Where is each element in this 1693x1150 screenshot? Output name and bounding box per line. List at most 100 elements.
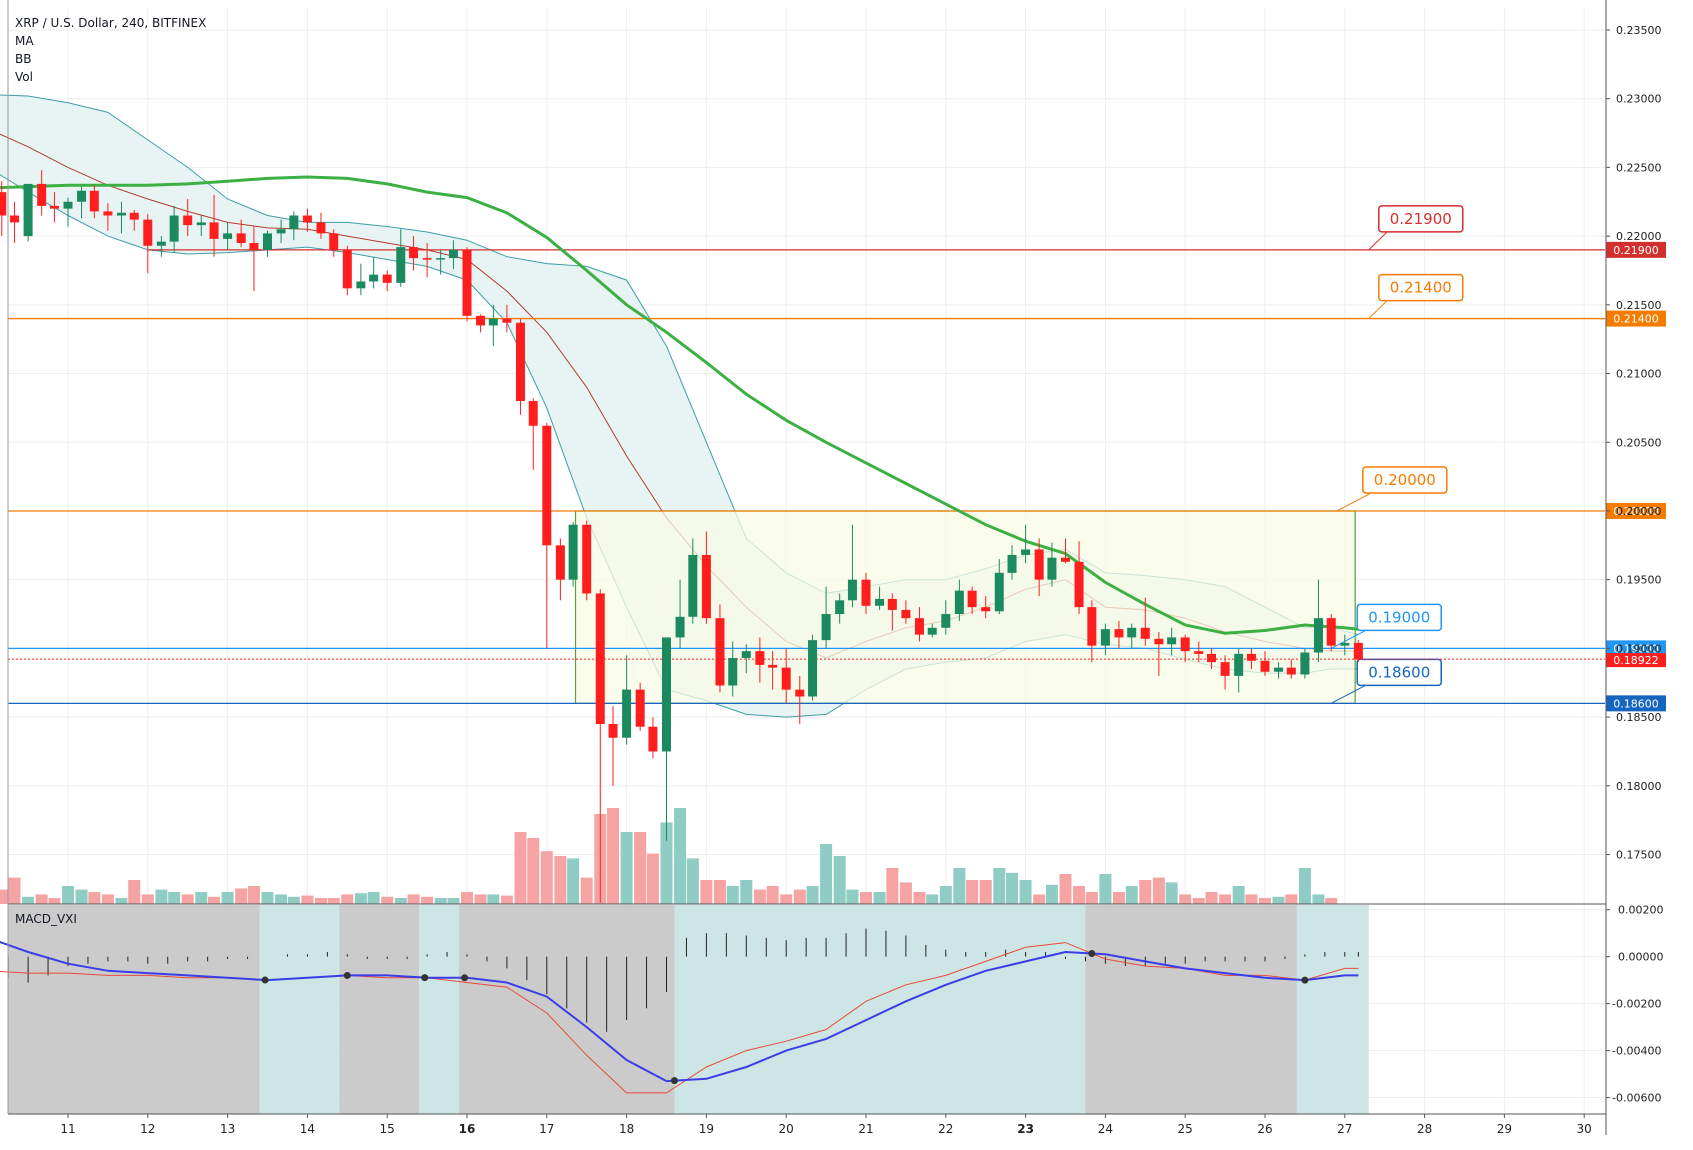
y-tick-label: 0.18500: [1616, 711, 1662, 724]
candle-body: [488, 318, 498, 326]
volume-bar: [367, 892, 380, 904]
candle-body: [808, 640, 818, 697]
macd-y-tick-label: -0.00400: [1612, 1045, 1661, 1058]
volume-bar: [713, 880, 726, 904]
volume-bar: [88, 892, 101, 904]
volume-bar: [607, 808, 620, 904]
candle-body: [1353, 642, 1363, 660]
indicator-ma-label[interactable]: MA: [15, 34, 34, 48]
volume-bar: [674, 808, 687, 904]
candle-body: [528, 401, 538, 426]
volume-bar: [1085, 892, 1098, 904]
callout-box: [1362, 466, 1448, 494]
volume-bar: [1232, 886, 1245, 904]
volume-bar: [275, 894, 288, 904]
moving-average-line: [0, 175, 1359, 635]
candle-body: [715, 618, 725, 686]
volume-bar: [301, 895, 314, 904]
y-tick-label: 0.19000: [1616, 642, 1662, 655]
macd-cross-marker: [343, 971, 351, 979]
indicator-bb-label[interactable]: BB: [15, 52, 32, 66]
candle-body: [728, 658, 738, 686]
symbol-title: XRP / U.S. Dollar, 240, BITFINEX: [15, 16, 207, 30]
candle-body: [914, 618, 924, 635]
volume-bar: [354, 893, 367, 904]
volume-bar: [1219, 894, 1232, 904]
candle-body: [356, 281, 366, 289]
volume-bar: [314, 898, 327, 904]
x-tick-label: 25: [1178, 1122, 1193, 1136]
candle-body: [1140, 627, 1150, 639]
callout-label: 0.20000: [1374, 471, 1436, 489]
volume-bar: [195, 892, 208, 904]
volume-bar: [407, 894, 420, 904]
volume-bar: [780, 894, 793, 904]
y-tick-label: 0.21000: [1616, 368, 1662, 381]
candle-body: [49, 205, 59, 209]
candle-body: [1021, 549, 1031, 555]
x-tick-label: 26: [1257, 1122, 1272, 1136]
last-price-tag-text: 0.18922: [1613, 654, 1659, 667]
callout-box: [1356, 658, 1442, 687]
candle-body: [63, 201, 73, 209]
candle-body: [821, 614, 831, 641]
candle-body: [396, 247, 406, 283]
x-tick-label: 23: [1017, 1122, 1034, 1136]
macd-segment-teal: [674, 905, 1086, 1114]
candle-body: [795, 689, 805, 697]
candle-body: [1234, 653, 1244, 676]
volume-bar: [1059, 874, 1072, 904]
candle-body: [1274, 667, 1284, 672]
candle-body: [1340, 642, 1350, 646]
y-tick-label: 0.22500: [1616, 161, 1662, 174]
macd-segment-teal: [259, 905, 340, 1114]
axis-price-tag-text: 0.20000: [1613, 505, 1659, 518]
macd-title: MACD_VXI: [15, 912, 77, 926]
candle-body: [954, 590, 964, 615]
callout-pointer: [1336, 492, 1372, 512]
volume-bar: [806, 886, 819, 904]
candle-body: [1286, 667, 1296, 675]
macd-cross-marker: [670, 1077, 678, 1085]
candle-body: [476, 315, 486, 326]
volume-bar: [75, 889, 88, 904]
volume-bar: [554, 856, 567, 904]
volume-bar: [540, 851, 553, 904]
volume-bar: [873, 892, 886, 904]
volume-bar: [8, 877, 21, 904]
candle-body: [688, 554, 698, 617]
macd-indicator: [0, 928, 1359, 1094]
volume-bar: [1245, 894, 1258, 904]
volume-bar: [1205, 892, 1218, 904]
candle-body: [289, 215, 299, 230]
volume-bar: [886, 868, 899, 904]
candle-body: [887, 598, 897, 610]
candle-body: [129, 212, 139, 220]
x-tick-label: 29: [1497, 1122, 1512, 1136]
volume-bar: [913, 892, 926, 904]
volume-bar: [1325, 898, 1338, 904]
x-tick-label: 21: [858, 1122, 873, 1136]
candle-body: [741, 651, 751, 659]
volume-bar: [115, 898, 128, 904]
callout-label: 0.18600: [1368, 663, 1430, 681]
callout-pointer: [1368, 231, 1388, 251]
macd-cross-marker: [421, 974, 429, 982]
indicator-vol-label[interactable]: Vol: [15, 70, 33, 84]
candle-body: [568, 524, 578, 580]
volume-bars: [0, 808, 1338, 904]
macd-y-tick-label: -0.00600: [1612, 1092, 1661, 1105]
x-tick-label: 15: [380, 1122, 395, 1136]
macd-segment-teal: [419, 905, 460, 1114]
candle-body: [1114, 629, 1124, 638]
candle-body: [1300, 652, 1310, 675]
candle-body: [1007, 554, 1017, 573]
volume-bar: [766, 886, 779, 904]
volume-bar: [966, 880, 979, 904]
volume-bar: [168, 892, 181, 904]
candle-body: [662, 637, 671, 752]
candle-body: [515, 322, 525, 402]
volume-bar: [514, 832, 527, 904]
callout-box: [1378, 273, 1464, 302]
